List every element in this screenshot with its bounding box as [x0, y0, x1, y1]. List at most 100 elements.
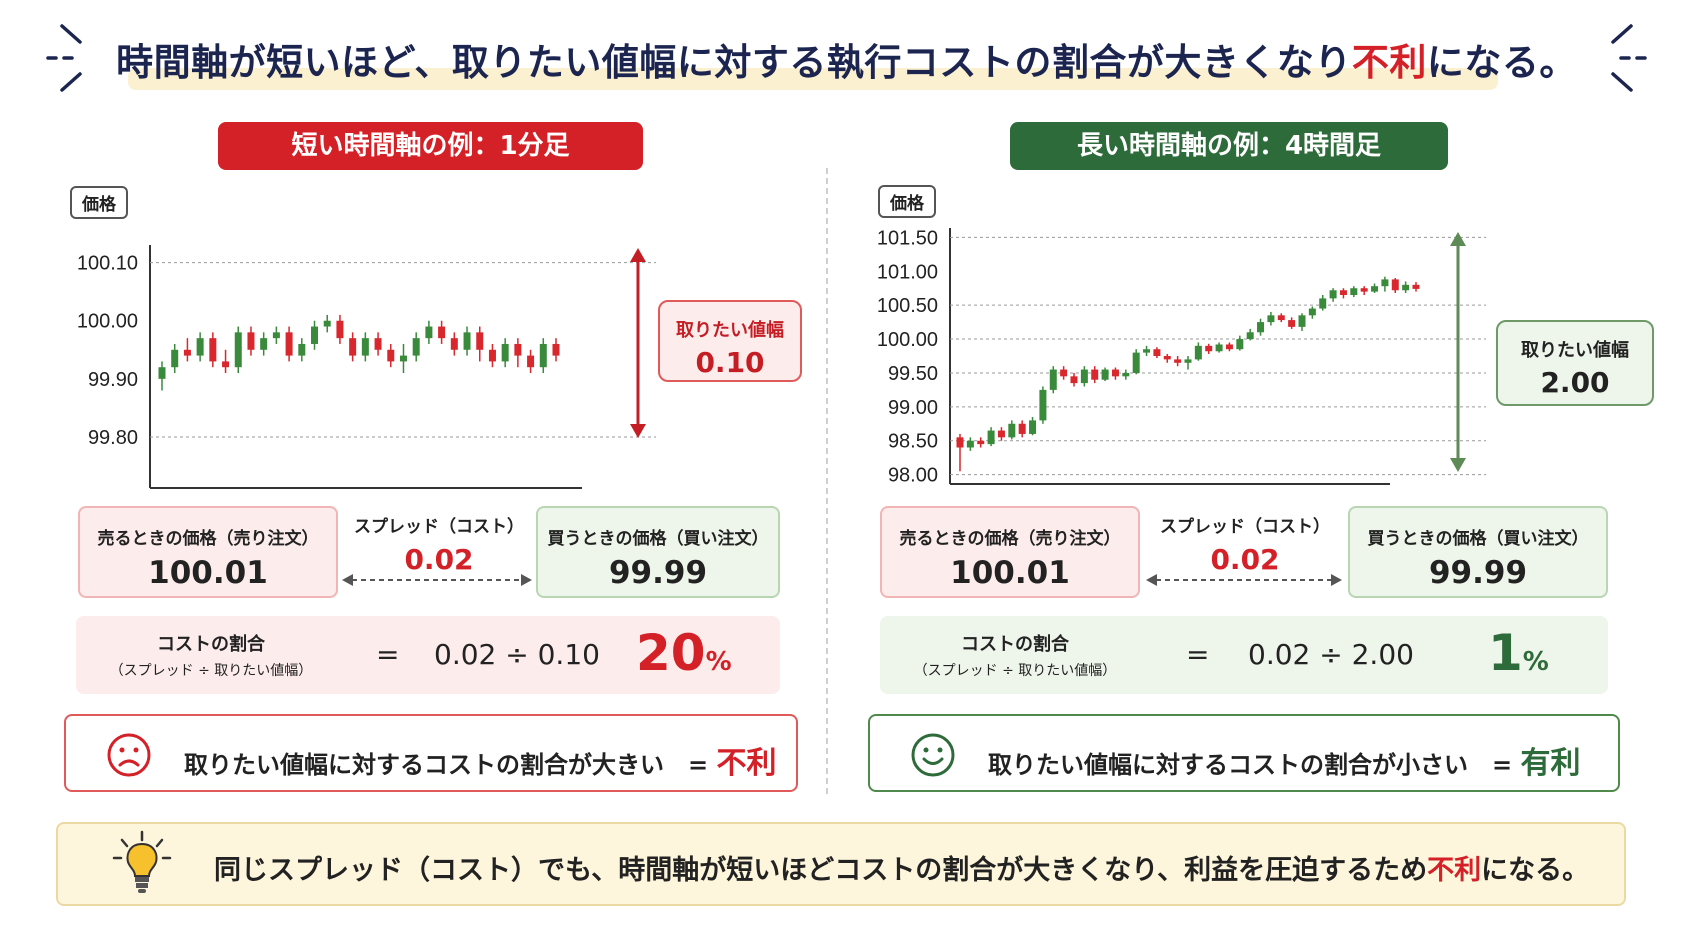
- right-target-range-box: 取りたい値幅 2.00: [1496, 320, 1654, 406]
- candle-body: [966, 440, 974, 448]
- candle-body: [1143, 349, 1151, 353]
- y-tick-label: 101.50: [877, 227, 938, 249]
- right-sell-price-box: 売るときの価格（売り注文） 100.01: [880, 506, 1140, 598]
- verdict-text: 取りたい値幅に対するコストの割合が小さい = 有利: [988, 746, 1581, 781]
- target-range-label: 取りたい値幅: [1521, 340, 1629, 361]
- candle-body: [285, 332, 293, 356]
- cost-ratio-sub: （スプレッド ÷ 取りたい値幅）: [109, 663, 313, 679]
- candle-body: [1205, 345, 1213, 352]
- candle-body: [1267, 315, 1275, 323]
- y-tick-label: 100.00: [877, 329, 938, 351]
- candle-body: [1215, 344, 1223, 352]
- right-verdict-box: 取りたい値幅に対するコストの割合が小さい = 有利: [868, 714, 1620, 792]
- left-sell-price-box: 売るときの価格（売り注文） 100.01: [78, 506, 338, 598]
- candle-body: [1174, 359, 1182, 363]
- sell-price-label: 売るときの価格（売り注文）: [97, 529, 319, 549]
- y-tick-label: 99.00: [888, 397, 938, 419]
- candle-body: [501, 343, 509, 362]
- cost-ratio-label: コストの割合: [961, 634, 1069, 655]
- candle-body: [539, 343, 547, 368]
- candle-body: [1329, 290, 1337, 299]
- candle-body: [222, 361, 230, 368]
- left-spread: スプレッド（コスト） 0.02: [344, 512, 534, 576]
- candle-body: [1132, 352, 1140, 373]
- candle-body: [977, 440, 985, 445]
- buy-price-value: 99.99: [1428, 555, 1528, 591]
- candle-body: [1080, 369, 1088, 384]
- candle-body: [1122, 372, 1130, 377]
- candle-body: [260, 338, 268, 350]
- candle-body: [1163, 356, 1171, 360]
- light-bulb-icon: [112, 830, 172, 893]
- left-buy-price-box: 買うときの価格（買い注文） 99.99: [536, 506, 780, 598]
- candle-body: [987, 430, 995, 445]
- candle-body: [1111, 369, 1119, 377]
- smile-face-icon: [911, 733, 955, 777]
- cost-percentage: 1%: [1488, 624, 1549, 682]
- candle-body: [476, 332, 484, 350]
- candle-body: [209, 338, 217, 362]
- equals-sign: =: [376, 638, 400, 671]
- title-highlight-bar: [128, 68, 1498, 90]
- y-tick-label: 101.00: [877, 261, 938, 283]
- candle-body: [1350, 288, 1358, 295]
- bracket-deco-icon: [46, 24, 82, 92]
- candle-body: [1381, 279, 1389, 287]
- candle-body: [1018, 423, 1026, 434]
- candle-body: [1371, 286, 1379, 292]
- y-tick-label: 98.00: [888, 465, 938, 487]
- sell-price-value: 100.01: [950, 555, 1070, 591]
- candle-body: [488, 349, 496, 362]
- candle-body: [171, 349, 179, 368]
- candle-body: [1194, 345, 1202, 360]
- y-tick-label: 99.90: [88, 369, 138, 391]
- y-tick-label: 99.80: [88, 427, 138, 449]
- candle-body: [247, 332, 255, 350]
- candle-body: [997, 430, 1005, 438]
- candle-body: [1298, 315, 1306, 327]
- equals-sign: =: [1186, 638, 1210, 671]
- left-cost-ratio-row: コストの割合 （スプレッド ÷ 取りたい値幅） = 0.02 ÷ 0.10 20…: [76, 616, 780, 694]
- target-range-label: 取りたい値幅: [676, 320, 784, 341]
- candle-body: [1049, 369, 1057, 390]
- spread-arrow-icon: [342, 574, 532, 586]
- candle-body: [1029, 420, 1037, 434]
- left-target-range-box: 取りたい値幅 0.10: [658, 300, 802, 382]
- candle-body: [450, 338, 458, 350]
- candle-body: [234, 332, 242, 368]
- candle-body: [463, 332, 471, 350]
- right-buy-price-box: 買うときの価格（買い注文） 99.99: [1348, 506, 1608, 598]
- right-chart-svg: 101.50 101.00 100.50 100.00 99.50 99.00 98.50 9…: [877, 227, 1486, 487]
- buy-price-label: 買うときの価格（買い注文）: [1367, 529, 1589, 549]
- y-tick-label: 100.10: [77, 253, 138, 275]
- summary-text: 同じスプレッド（コスト）でも、時間軸が短いほどコストの割合が大きくなり、利益を圧…: [214, 855, 1590, 886]
- right-cost-ratio-row: コストの割合 （スプレッド ÷ 取りたい値幅） = 0.02 ÷ 2.00 1%: [880, 616, 1608, 694]
- target-range-value: 2.00: [1540, 366, 1610, 399]
- buy-price-value: 99.99: [608, 555, 708, 591]
- candle-body: [323, 320, 331, 327]
- candle-body: [374, 338, 382, 350]
- candle-body: [1153, 349, 1161, 356]
- candle-body: [1319, 298, 1327, 309]
- buy-price-label: 買うときの価格（買い注文）: [547, 529, 769, 549]
- candle-body: [361, 338, 369, 356]
- candle-body: [1039, 389, 1047, 421]
- candle-body: [1277, 315, 1285, 321]
- right-panel-heading: 長い時間軸の例：4時間足: [1010, 122, 1448, 170]
- y-tick-label: 100.00: [77, 311, 138, 333]
- candle-body: [1008, 423, 1016, 438]
- candle-body: [1257, 322, 1265, 333]
- candle-body: [956, 437, 964, 448]
- candle-body: [158, 367, 166, 379]
- cost-ratio-label: コストの割合: [157, 634, 265, 655]
- left-candlestick-chart: 価格 100.10 100.00 99.90 99.80: [0, 180, 660, 500]
- candle-body: [1412, 284, 1420, 289]
- candle-body: [311, 326, 319, 344]
- candle-body: [1091, 369, 1099, 380]
- candle-body: [183, 349, 191, 356]
- candle-body: [552, 343, 560, 356]
- candle-body: [1101, 369, 1109, 380]
- sell-price-value: 100.01: [148, 555, 268, 591]
- left-panel-heading: 短い時間軸の例：1分足: [218, 122, 643, 170]
- candle-body: [1236, 339, 1244, 350]
